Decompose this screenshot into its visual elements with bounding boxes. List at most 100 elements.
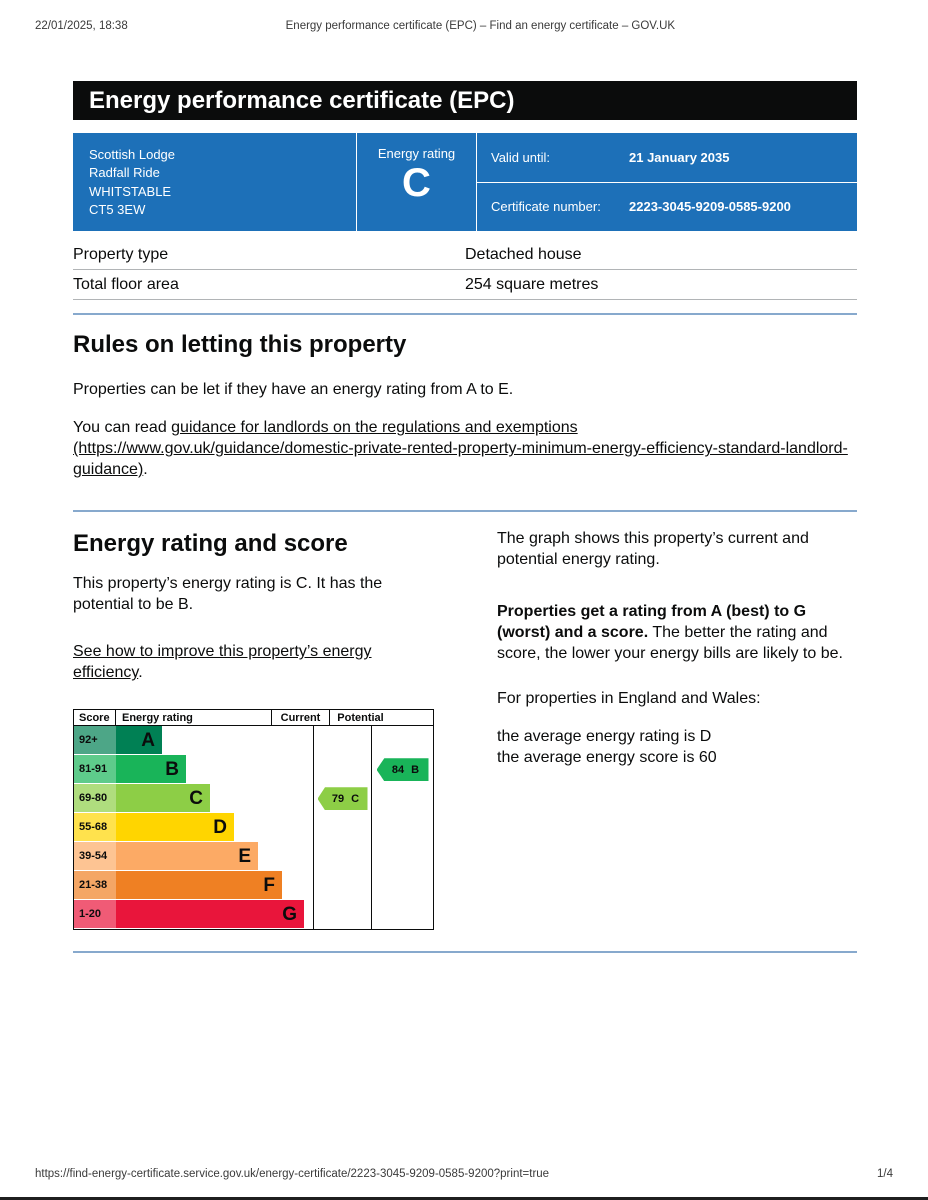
epc-band-letter: A bbox=[141, 729, 155, 751]
epc-potential-cell bbox=[371, 813, 433, 843]
epc-band-bar: C bbox=[116, 784, 210, 813]
property-type-label: Property type bbox=[73, 240, 465, 271]
section-divider bbox=[73, 510, 857, 513]
rules-guidance-paragraph: You can read guidance for landlords on t… bbox=[73, 417, 857, 480]
epc-band-row-a: 92+ A bbox=[74, 726, 433, 756]
indicator-letter: C bbox=[351, 792, 360, 805]
print-footer-url: https://find-energy-certificate.service.… bbox=[35, 1168, 550, 1180]
current-rating-arrow: 79 C bbox=[317, 787, 368, 811]
page-bottom-border bbox=[0, 1197, 928, 1200]
epc-band-cell: A bbox=[116, 726, 313, 755]
epc-potential-cell bbox=[371, 900, 433, 930]
graph-intro-text: The graph shows this property’s current … bbox=[497, 530, 809, 569]
epc-band-letter: E bbox=[238, 845, 251, 867]
certificate-summary-banner: Scottish Lodge Radfall Ride WHITSTABLE C… bbox=[73, 133, 857, 232]
property-type-value: Detached house bbox=[465, 240, 857, 271]
rating-and-score-section: Energy rating and score This property’s … bbox=[73, 512, 857, 931]
guidance-suffix: . bbox=[143, 461, 148, 479]
browser-print-header: 22/01/2025, 18:38 Energy performance cer… bbox=[35, 20, 893, 32]
floor-area-label: Total floor area bbox=[73, 269, 465, 301]
rating-left-column: Energy rating and score This property’s … bbox=[73, 512, 434, 931]
epc-band-letter: G bbox=[282, 903, 297, 925]
epc-current-cell bbox=[313, 842, 371, 872]
epc-band-score: 69-80 bbox=[74, 784, 116, 814]
valid-until-label: Valid until: bbox=[491, 149, 551, 165]
epc-band-row-b: 81-91 B 84 B bbox=[74, 755, 433, 785]
explanation-bold: Properties get a rating from A (best) to… bbox=[497, 603, 807, 642]
rules-heading: Rules on letting this property bbox=[73, 331, 407, 359]
indicator-letter: B bbox=[411, 763, 420, 776]
table-row: Total floor area 254 square metres bbox=[73, 269, 857, 301]
epc-current-cell bbox=[313, 871, 371, 901]
epc-current-cell bbox=[313, 755, 371, 785]
address-line: Scottish Lodge bbox=[89, 147, 176, 163]
epc-band-bar: B bbox=[116, 755, 186, 784]
indicator-score: 79 bbox=[331, 792, 345, 805]
certificate-number-value: 2223-3045-9209-0585-9200 bbox=[629, 199, 791, 215]
energy-rating-column-header: Energy rating bbox=[122, 711, 193, 724]
energy-rating-box: Energy rating C bbox=[357, 133, 477, 232]
rules-intro-text: Properties can be let if they have an en… bbox=[73, 381, 514, 399]
certificate-content: Energy performance certificate (EPC) Sco… bbox=[73, 81, 857, 954]
explanation-rest: The better the rating and score, the low… bbox=[497, 624, 843, 663]
epc-band-bar: G bbox=[116, 900, 304, 929]
score-column-header: Score bbox=[74, 710, 116, 726]
table-row: Property type Detached house bbox=[73, 240, 857, 271]
epc-potential-cell bbox=[371, 726, 433, 756]
landlord-guidance-link[interactable]: guidance for landlords on the regulation… bbox=[73, 419, 848, 479]
epc-band-score: 92+ bbox=[74, 726, 116, 756]
energy-rating-letter: C bbox=[402, 161, 431, 206]
epc-chart-header: Score Energy rating Current Potential bbox=[74, 710, 433, 727]
epc-band-score: 55-68 bbox=[74, 813, 116, 843]
epc-band-score: 1-20 bbox=[74, 900, 116, 930]
page-title: Energy performance certificate (EPC) bbox=[73, 81, 857, 121]
epc-band-cell: C bbox=[116, 784, 313, 813]
epc-band-score: 39-54 bbox=[74, 842, 116, 872]
epc-current-cell bbox=[313, 813, 371, 843]
floor-area-value: 254 square metres bbox=[465, 269, 857, 301]
indicator-score: 84 bbox=[391, 763, 405, 776]
print-document-title: Energy performance certificate (EPC) – F… bbox=[285, 20, 676, 32]
epc-potential-cell: 84 B bbox=[371, 755, 433, 785]
epc-current-cell bbox=[313, 900, 371, 930]
epc-band-letter: F bbox=[263, 874, 275, 896]
epc-band-row-d: 55-68 D bbox=[74, 813, 433, 843]
epc-band-cell: G bbox=[116, 900, 313, 929]
improve-paragraph: See how to improve this property’s energ… bbox=[73, 641, 434, 683]
epc-potential-cell bbox=[371, 842, 433, 872]
epc-band-letter: C bbox=[189, 787, 203, 809]
epc-potential-cell bbox=[371, 784, 433, 814]
epc-current-cell bbox=[313, 726, 371, 756]
improve-efficiency-link[interactable]: See how to improve this property’s energ… bbox=[73, 643, 372, 682]
epc-band-letter: D bbox=[213, 816, 227, 838]
section-divider bbox=[73, 313, 857, 316]
epc-band-row-g: 1-20 G bbox=[74, 900, 433, 930]
epc-band-cell: D bbox=[116, 813, 313, 842]
epc-band-row-c: 69-80 C 79 C bbox=[74, 784, 433, 814]
epc-current-cell: 79 C bbox=[313, 784, 371, 814]
guidance-prefix: You can read bbox=[73, 419, 172, 437]
average-score-line: the average energy score is 60 bbox=[497, 749, 717, 767]
current-column-header: Current bbox=[271, 710, 329, 726]
rating-summary-text: This property’s energy rating is C. It h… bbox=[73, 575, 383, 614]
certificate-number-label: Certificate number: bbox=[491, 199, 601, 215]
valid-until-value: 21 January 2035 bbox=[629, 149, 730, 165]
energy-rating-label: Energy rating bbox=[377, 146, 456, 162]
epc-band-row-e: 39-54 E bbox=[74, 842, 433, 872]
epc-band-bar: D bbox=[116, 813, 234, 842]
certificate-meta: Valid until: 21 January 2035 Certificate… bbox=[477, 133, 857, 231]
epc-chart-body: 92+ A 81-91 B 84 B 69-80 C 79 C 55-68 D 39-54 E 21-38 F… bbox=[74, 726, 433, 930]
rating-right-column: The graph shows this property’s current … bbox=[497, 512, 857, 930]
browser-print-footer: https://find-energy-certificate.service.… bbox=[35, 1168, 893, 1180]
averages-intro-text: For properties in England and Wales: bbox=[497, 690, 761, 708]
epc-potential-cell bbox=[371, 871, 433, 901]
epc-band-cell: F bbox=[116, 871, 313, 900]
epc-band-row-f: 21-38 F bbox=[74, 871, 433, 901]
rating-heading: Energy rating and score bbox=[73, 530, 348, 558]
epc-band-bar: F bbox=[116, 871, 282, 900]
print-page-indicator: 1/4 bbox=[877, 1168, 893, 1180]
potential-rating-arrow: 84 B bbox=[376, 758, 429, 782]
average-rating-line: the average energy rating is D bbox=[497, 728, 712, 746]
epc-rating-chart: Score Energy rating Current Potential 92… bbox=[73, 709, 434, 931]
